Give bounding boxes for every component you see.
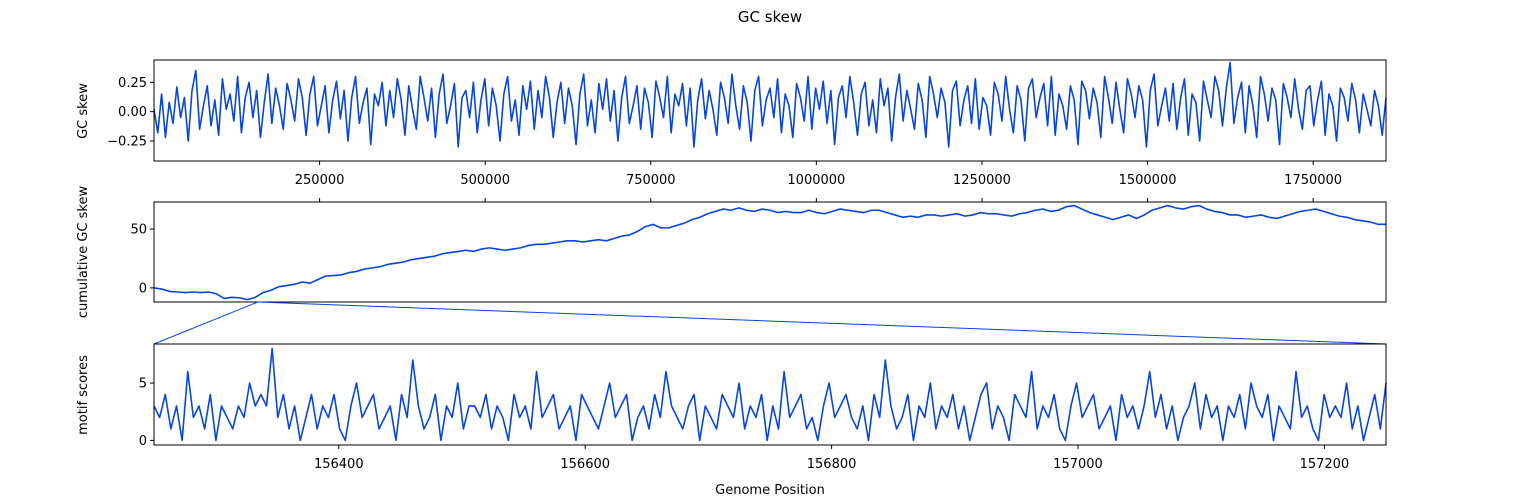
y-tick-label: 0.00 bbox=[118, 105, 147, 120]
y-tick-label: 50 bbox=[130, 223, 147, 238]
x-tick-label: 1000000 bbox=[787, 173, 845, 188]
zoom-connector-right bbox=[257, 301, 1387, 345]
y-axis-label: GC skew bbox=[76, 83, 91, 139]
plot-frame bbox=[153, 343, 1387, 446]
y-axis-label: motif scores bbox=[76, 355, 91, 435]
figure-title: GC skew bbox=[738, 8, 802, 26]
x-tick-label: 1250000 bbox=[953, 173, 1011, 188]
x-tick-label: 156600 bbox=[560, 457, 610, 472]
zoom-connector-lines bbox=[153, 301, 1387, 345]
x-tick-label: 500000 bbox=[460, 173, 510, 188]
y-tick-label: −0.25 bbox=[107, 135, 147, 150]
x-tick-label: 250000 bbox=[295, 173, 345, 188]
x-tick-label: 750000 bbox=[626, 173, 676, 188]
y-tick-label: 5 bbox=[139, 377, 147, 392]
x-tick-label: 1500000 bbox=[1119, 173, 1177, 188]
x-tick-label: 156400 bbox=[314, 457, 364, 472]
y-tick-label: 0 bbox=[139, 281, 147, 296]
x-tick-label: 157000 bbox=[1053, 457, 1103, 472]
cumulative-gc-skew-panel: 0 50 cumulative GC skew bbox=[76, 186, 1387, 319]
x-tick-label: 156800 bbox=[807, 457, 857, 472]
series-line-1-0 bbox=[153, 204, 1386, 301]
y-tick-label: 0 bbox=[139, 434, 147, 449]
motif-scores-panel: 0 5 156400 156600 156800 157000 157200 motif sc… bbox=[76, 343, 1387, 472]
x-tick-label: 1750000 bbox=[1284, 173, 1342, 188]
x-axis-label: Genome Position bbox=[715, 483, 825, 498]
series-line-0-0 bbox=[153, 61, 1387, 148]
x-tick-label: 157200 bbox=[1300, 457, 1350, 472]
plot-frame bbox=[153, 59, 1387, 162]
series-line-2-0 bbox=[153, 347, 1387, 442]
y-axis-label: cumulative GC skew bbox=[76, 186, 91, 319]
y-tick-label: 0.25 bbox=[118, 76, 147, 91]
gc-skew-panel: −0.25 0.00 0.25 250000 500000 750000 1000000 12… bbox=[76, 59, 1387, 202]
plot-frame bbox=[153, 201, 1387, 303]
zoom-connector-left bbox=[153, 301, 259, 345]
